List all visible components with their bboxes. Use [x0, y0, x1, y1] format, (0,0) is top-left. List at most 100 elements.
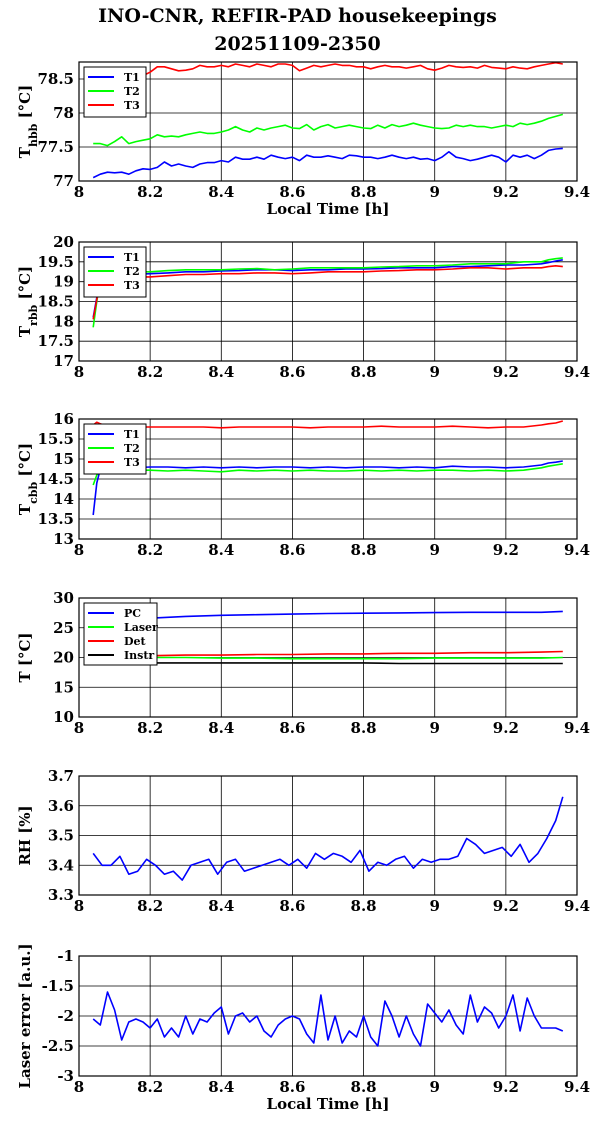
x-tick-label: 9.4	[564, 1078, 590, 1096]
series-line-t1	[92, 147, 563, 179]
y-tick-label: 25	[53, 619, 74, 637]
legend-entry: T1	[124, 71, 140, 84]
y-tick-label: -2.5	[42, 1037, 74, 1055]
y-axis-label: Trbb [°C]	[16, 266, 40, 337]
x-tick-label: 9.4	[564, 541, 590, 559]
y-tick-label: 13	[53, 530, 74, 548]
y-tick-label: 17.5	[37, 332, 74, 350]
x-tick-label: 8.4	[208, 1078, 234, 1096]
y-tick-label: -1.5	[42, 977, 74, 995]
x-tick-label: 8.6	[279, 897, 305, 915]
y-tick-label: 20	[53, 649, 74, 667]
x-axis-label: Local Time [h]	[267, 1095, 390, 1113]
x-tick-label: 8	[74, 363, 84, 381]
x-tick-label: 8.4	[208, 363, 234, 381]
y-axis-label-sub: hbb	[27, 123, 40, 147]
y-axis-label-main: T	[16, 503, 34, 515]
y-tick-label: 19.5	[37, 253, 74, 271]
x-tick-label: 9.4	[564, 719, 590, 737]
legend-entry: T3	[124, 456, 140, 469]
series-line-data	[92, 796, 564, 881]
x-tick-label: 8	[74, 719, 84, 737]
y-axis-label-unit: [°C]	[16, 266, 34, 305]
legend-box	[83, 246, 147, 298]
x-tick-label: 8.2	[137, 719, 163, 737]
plot-frame	[78, 418, 578, 540]
y-tick-label: 78.5	[37, 70, 74, 88]
series-line-instr	[93, 662, 563, 665]
y-tick-label: -1	[57, 947, 74, 965]
x-tick-label: 8.8	[351, 719, 377, 737]
x-tick-label: 9	[429, 719, 439, 737]
plot-frame	[78, 597, 578, 718]
series-line-det	[93, 650, 563, 657]
y-tick-label: 3.5	[48, 827, 74, 845]
plot-panel-6: 8 8.2 8.4 8.6 8.8 9 9.2 9.4 -3 -2.5 -2 -1.5 -1 Laser …	[16, 943, 590, 1113]
x-tick-label: 9.2	[493, 183, 519, 201]
y-tick-label: 15	[53, 678, 74, 696]
y-tick-label: 77.5	[37, 138, 74, 156]
y-axis-label-main: T [°C]	[16, 632, 34, 682]
x-tick-label: 9.4	[564, 897, 590, 915]
plot-frame	[78, 955, 578, 1077]
chart-title: INO-CNR, REFIR-PAD housekeepings	[98, 5, 497, 27]
x-tick-label: 8.2	[137, 363, 163, 381]
y-axis-label: T [°C]	[16, 632, 34, 682]
x-tick-label: 8.4	[208, 183, 234, 201]
x-tick-label: 8.8	[351, 363, 377, 381]
y-axis-label: Thbb [°C]	[16, 85, 40, 158]
x-tick-label: 8.2	[137, 897, 163, 915]
x-tick-label: 8	[74, 541, 84, 559]
y-tick-label: 77	[53, 172, 74, 190]
x-tick-label: 8.2	[137, 541, 163, 559]
y-tick-label: 17	[53, 352, 74, 370]
legend-entry: T2	[124, 265, 140, 278]
y-tick-label: 18.5	[37, 293, 74, 311]
y-tick-label: 3.3	[48, 886, 74, 904]
plot-frame	[78, 61, 578, 182]
y-tick-label: 10	[53, 708, 74, 726]
x-tick-label: 8.2	[137, 1078, 163, 1096]
legend-entry: T3	[124, 279, 140, 292]
y-tick-label: 19	[53, 273, 74, 291]
series-line-t3	[92, 420, 564, 429]
y-axis-label-main: Laser error [a.u.]	[16, 943, 34, 1088]
x-tick-label: 8.6	[279, 1078, 305, 1096]
y-tick-label: -2	[57, 1007, 74, 1025]
legend-entry: Laser	[124, 621, 158, 634]
x-tick-label: 8.4	[208, 897, 234, 915]
x-tick-label: 9	[429, 183, 439, 201]
plot-panel-5: 8 8.2 8.4 8.6 8.8 9 9.2 9.4 3.3 3.4 3.5 3.6 3.7 RH [%…	[16, 767, 590, 915]
x-tick-label: 9	[429, 541, 439, 559]
y-axis-label-main: T	[16, 325, 34, 337]
x-tick-label: 9.2	[493, 1078, 519, 1096]
x-tick-label: 9	[429, 363, 439, 381]
y-tick-label: 20	[53, 233, 74, 251]
y-axis-label-main: RH [%]	[16, 805, 34, 865]
legend-entry: T1	[124, 251, 140, 264]
x-tick-label: 9	[429, 897, 439, 915]
legend-entry: T2	[124, 85, 140, 98]
y-tick-label: 3.6	[48, 797, 74, 815]
x-tick-label: 8.2	[137, 183, 163, 201]
legend-entry: Instr	[124, 649, 154, 662]
y-tick-label: 14.5	[37, 470, 74, 488]
y-tick-label: 3.7	[48, 767, 74, 785]
legend-entry: T2	[124, 442, 140, 455]
y-tick-label: 15	[53, 450, 74, 468]
x-tick-label: 9.4	[564, 363, 590, 381]
x-tick-label: 8	[74, 897, 84, 915]
y-tick-label: 18	[53, 312, 74, 330]
x-tick-label: 8	[74, 1078, 84, 1096]
y-tick-label: 30	[53, 589, 74, 607]
y-axis-label-unit: [°C]	[16, 443, 34, 482]
plot-panel-4: 8 8.2 8.4 8.6 8.8 9 9.2 9.4 10 15 20 25 30 PCLaserDet…	[16, 589, 590, 737]
x-tick-label: 8.8	[351, 183, 377, 201]
x-tick-label: 8.8	[351, 1078, 377, 1096]
y-axis-label-sub: rbb	[27, 304, 40, 325]
y-tick-label: 14	[53, 490, 74, 508]
series-line-t2	[93, 113, 564, 147]
